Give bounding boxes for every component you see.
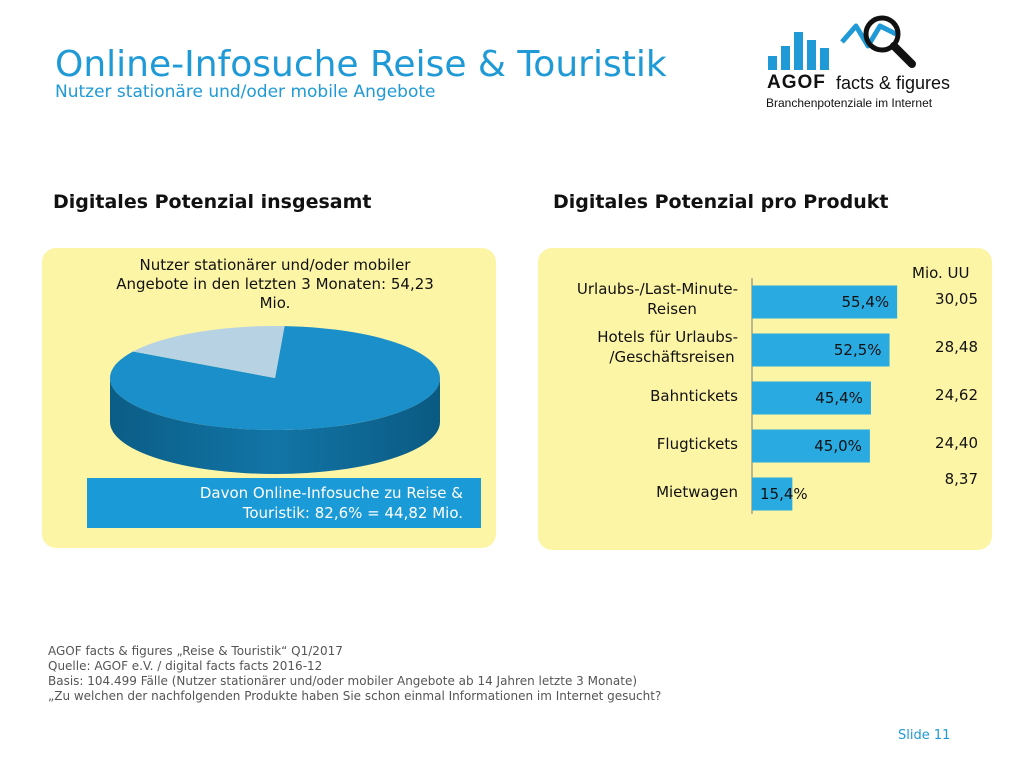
right-panel-heading: Digitales Potenzial pro Produkt [553, 191, 889, 213]
bar [752, 429, 870, 463]
bar-value-label: 45,0% [814, 437, 862, 455]
page-subtitle: Nutzer stationäre und/oder mobile Angebo… [55, 82, 436, 102]
unit-label: Mio. UU [912, 264, 970, 282]
bar-chart: 55,4% Urlaubs-/Last-Minute- Reisen 30,05 52,… [577, 278, 978, 514]
magnifier-chart-icon [768, 15, 916, 70]
footer-line: Basis: 104.499 Fälle (Nutzer stationärer… [48, 674, 638, 688]
unit-value-label: 8,37 [945, 470, 978, 488]
page-title: Online-Infosuche Reise & Touristik [55, 44, 667, 85]
bar [752, 477, 793, 511]
unit-value-label: 24,62 [935, 386, 978, 404]
category-label: /Geschäftsreisen [609, 348, 734, 366]
bar [752, 285, 898, 319]
pie-note-box: Davon Online-Infosuche zu Reise & Touris… [87, 478, 481, 528]
bar [752, 381, 871, 415]
footer-line: Quelle: AGOF e.V. / digital facts facts … [48, 659, 323, 673]
bar [752, 333, 890, 367]
slide-number: Slide 11 [898, 728, 951, 743]
category-label: Reisen [647, 300, 697, 318]
category-label: Hotels für Urlaubs- [597, 328, 738, 346]
bar-value-label: 55,4% [841, 293, 889, 311]
logo-tagline: Branchenpotenziale im Internet [766, 96, 933, 110]
footer-line: AGOF facts & figures „Reise & Touristik“… [48, 644, 343, 658]
unit-value-label: 28,48 [935, 338, 978, 356]
bar-value-label: 15,4% [760, 485, 808, 503]
footer-line: „Zu welchen der nachfolgenden Produkte h… [48, 689, 662, 703]
pie-slice-rest [133, 326, 285, 378]
agof-logo: AGOF facts & figures Branchenpotenziale … [764, 12, 964, 116]
pie-note-text: Davon Online-Infosuche zu Reise & Touris… [199, 484, 463, 522]
category-label: Urlaubs-/Last-Minute- [577, 280, 738, 298]
bar-value-label: 45,4% [815, 389, 863, 407]
bar-value-label: 52,5% [834, 341, 882, 359]
unit-value-label: 30,05 [935, 290, 978, 308]
category-label: Bahntickets [650, 387, 738, 405]
footer-notes: AGOF facts & figures „Reise & Touristik“… [48, 644, 661, 704]
left-panel-heading: Digitales Potenzial insgesamt [53, 191, 372, 213]
pie-side-wall [110, 378, 440, 474]
category-label: Mietwagen [656, 483, 738, 501]
pie-slice-online-infosuche [110, 326, 440, 430]
pie-chart [110, 326, 440, 474]
pie-caption: Nutzer stationärer und/oder mobiler Ange… [116, 256, 434, 312]
logo-brand: AGOF [767, 72, 826, 93]
logo-product: facts & figures [836, 73, 951, 93]
category-label: Flugtickets [657, 435, 738, 453]
unit-value-label: 24,40 [935, 434, 978, 452]
